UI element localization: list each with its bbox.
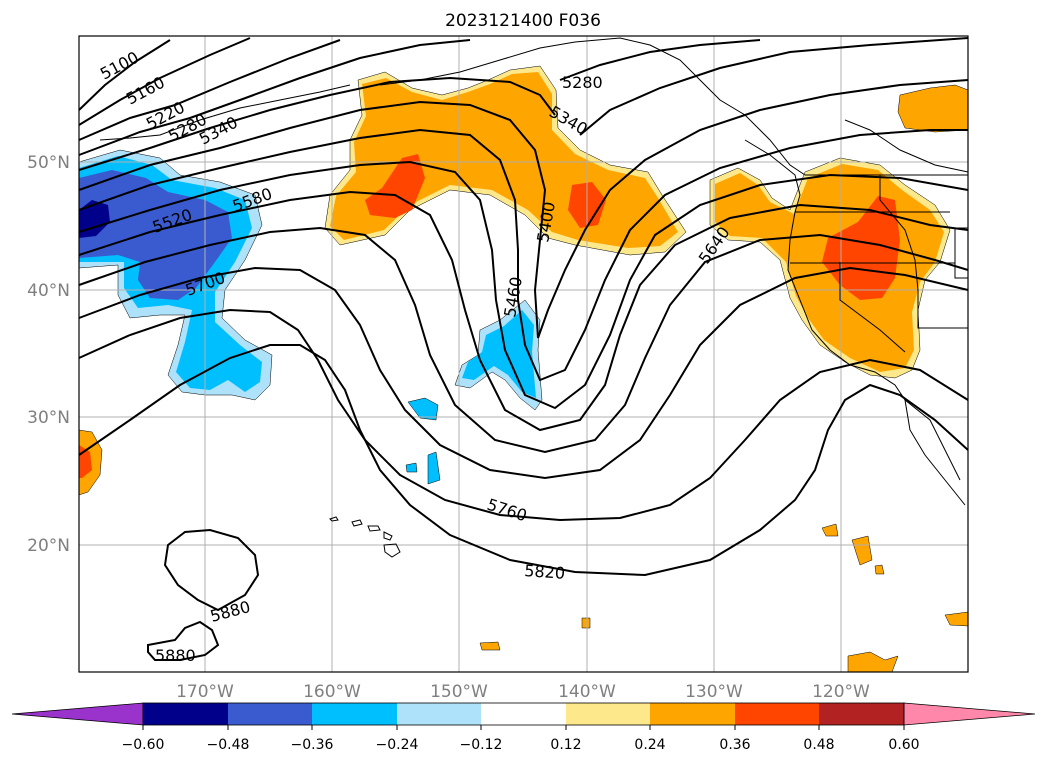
colorbar-tick-label: 0.12	[550, 737, 581, 753]
contour-5760	[78, 308, 969, 522]
alaska-coast	[379, 37, 806, 176]
contour-5280-b	[559, 39, 761, 81]
colorbar-bin	[312, 703, 397, 725]
negative-anomaly-small-3	[405, 462, 418, 473]
lat-label-20n: 20°N	[27, 536, 70, 556]
shading-layer	[78, 65, 969, 673]
lon-label-160w: 160°W	[303, 682, 361, 702]
colorbar-tick-label: 0.48	[803, 737, 834, 753]
contour-label: 5820	[524, 561, 566, 583]
map-frame	[78, 35, 969, 673]
lat-label-50n: 50°N	[27, 153, 70, 173]
colorbar-tick-label: 0.24	[634, 737, 665, 753]
contour-5460	[78, 128, 968, 382]
colorbar-tick-label: −0.60	[122, 737, 165, 753]
contour-5880-b	[147, 620, 220, 661]
contour-label: 5280	[562, 73, 603, 92]
colorbar-bin	[143, 703, 228, 725]
contour-5220	[78, 39, 341, 141]
colorbar-bin	[819, 703, 904, 725]
contour-5700	[78, 266, 969, 480]
positive-anomaly-small-e5	[874, 564, 885, 575]
colorbar: −0.60 −0.48 −0.36 −0.24 −0.12 0.12 0.24 …	[11, 702, 1036, 753]
colorbar-bin	[735, 703, 819, 725]
negative-anomaly-strong-west	[79, 170, 232, 300]
contour-label: 5880	[155, 646, 196, 665]
coastlines	[99, 37, 969, 506]
contour-5820	[78, 344, 969, 577]
colorbar-bin	[481, 703, 566, 725]
positive-anomaly-small-e4	[821, 523, 839, 537]
state-border-3	[879, 175, 968, 329]
hawaiian-islands	[329, 516, 401, 558]
state-border-4	[839, 262, 906, 353]
negative-anomaly-small-1	[407, 397, 439, 421]
height-contours	[78, 37, 969, 661]
lon-label-170w: 170°W	[176, 682, 234, 702]
colorbar-tick-label: −0.24	[376, 737, 419, 753]
colorbar-bin	[228, 703, 312, 725]
baja-coast	[904, 399, 961, 481]
bc-coast	[744, 139, 801, 213]
contour-5340-b	[579, 37, 969, 136]
east-edge-coast	[844, 119, 969, 173]
contour-5640	[78, 226, 969, 454]
negative-anomaly-small-2	[427, 451, 441, 485]
colorbar-tick-label: −0.12	[460, 737, 503, 753]
colorbar-outline	[142, 702, 905, 726]
colorbar-bin	[650, 703, 735, 725]
contour-5400	[78, 79, 969, 339]
contour-5100	[78, 39, 171, 111]
contour-5280-a	[78, 39, 471, 156]
lon-label-150w: 150°W	[430, 682, 488, 702]
colorbar-extend-high	[903, 702, 1036, 726]
contour-5880-a	[163, 528, 260, 612]
colorbar-ticks	[142, 725, 905, 730]
us-west-coast	[787, 211, 966, 506]
contour-5340-a	[78, 76, 556, 171]
map-title: 2023121400 F036	[445, 11, 601, 31]
latitude-labels: 50°N 40°N 30°N 20°N	[27, 153, 70, 556]
colorbar-bin	[397, 703, 481, 725]
colorbar-bin	[566, 703, 650, 725]
colorbar-extend-low	[11, 702, 144, 726]
contour-5160	[78, 37, 251, 126]
positive-anomaly-small-e1	[851, 535, 873, 566]
lon-label-140w: 140°W	[558, 682, 616, 702]
colorbar-tick-label: 0.36	[719, 737, 750, 753]
colorbar-tick-label: −0.36	[291, 737, 334, 753]
colorbar-tick-labels: −0.60 −0.48 −0.36 −0.24 −0.12 0.12 0.24 …	[122, 737, 920, 753]
contour-5520	[78, 160, 969, 410]
colorbar-tick-label: −0.48	[207, 737, 250, 753]
lon-label-120w: 120°W	[812, 682, 870, 702]
lat-label-40n: 40°N	[27, 281, 70, 301]
longitude-labels: 170°W 160°W 150°W 140°W 130°W 120°W	[176, 682, 870, 702]
colorbar-tick-label: 0.60	[888, 737, 919, 753]
contour-5580	[78, 190, 969, 432]
aleutian-chain	[99, 84, 351, 141]
lat-label-30n: 30°N	[27, 408, 70, 428]
positive-anomaly-small-s2	[581, 617, 591, 629]
lon-label-130w: 130°W	[685, 682, 743, 702]
negative-anomaly-deep-west	[79, 200, 110, 238]
gridlines	[79, 36, 968, 672]
positive-anomaly-small-s1	[479, 641, 501, 651]
positive-anomaly-strong-north-1	[365, 154, 425, 218]
